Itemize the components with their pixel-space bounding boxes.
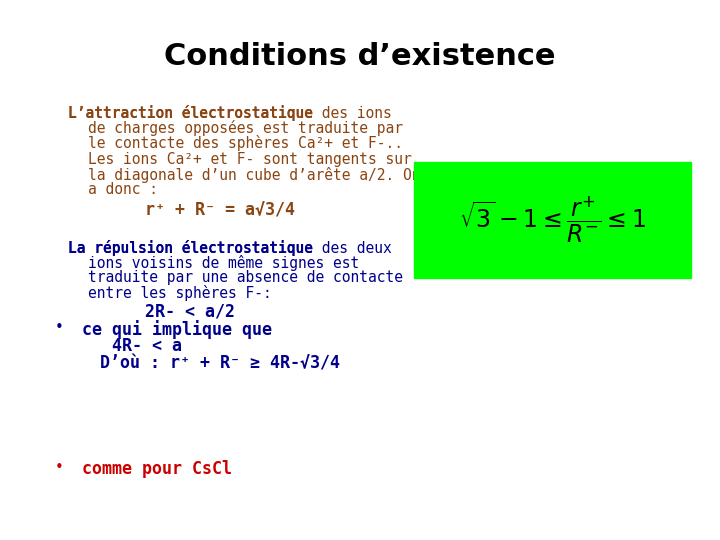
Text: 2R- < a/2: 2R- < a/2	[145, 302, 235, 320]
Text: Conditions d’existence: Conditions d’existence	[164, 42, 556, 71]
Text: la diagonale d’un cube d’arête a/2. On: la diagonale d’un cube d’arête a/2. On	[88, 167, 420, 183]
Text: entre les sphères F-:: entre les sphères F-:	[88, 285, 271, 301]
Text: traduite par une absence de contacte: traduite par une absence de contacte	[88, 270, 403, 285]
Text: ce qui implique que: ce qui implique que	[82, 320, 272, 339]
Text: Les ions Ca²+ et F- sont tangents sur: Les ions Ca²+ et F- sont tangents sur	[88, 152, 412, 167]
Text: ions voisins de même signes est: ions voisins de même signes est	[88, 255, 359, 271]
Text: a donc :: a donc :	[88, 182, 158, 197]
Text: L’attraction électrostatique des ions: L’attraction électrostatique des ions	[68, 105, 392, 121]
Text: L’attraction électrostatique: L’attraction électrostatique	[68, 105, 313, 121]
Text: La répulsion électrostatique: La répulsion électrostatique	[68, 240, 313, 256]
Text: r⁺ + R⁻ = a√3/4: r⁺ + R⁻ = a√3/4	[145, 200, 295, 218]
Text: $\sqrt{3}-1 \leq \dfrac{r^{+}}{R^{-}} \leq 1$: $\sqrt{3}-1 \leq \dfrac{r^{+}}{R^{-}} \l…	[459, 195, 646, 245]
Text: La répulsion électrostatique des deux: La répulsion électrostatique des deux	[68, 240, 392, 256]
Text: comme pour CsCl: comme pour CsCl	[82, 460, 232, 478]
Text: •: •	[55, 460, 64, 475]
Text: 4R- < a: 4R- < a	[112, 337, 182, 355]
Text: •: •	[55, 320, 64, 335]
Text: de charges opposées est traduite par: de charges opposées est traduite par	[88, 120, 403, 136]
Bar	[414, 162, 691, 278]
Text: le contacte des sphères Ca²+ et F-..: le contacte des sphères Ca²+ et F-..	[88, 135, 403, 151]
Text: D’où : r⁺ + R⁻ ≥ 4R-√3/4: D’où : r⁺ + R⁻ ≥ 4R-√3/4	[100, 354, 340, 372]
